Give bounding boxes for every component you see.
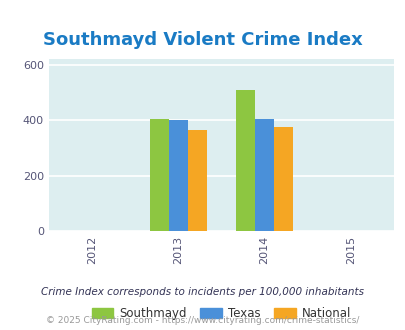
Legend: Southmayd, Texas, National: Southmayd, Texas, National [87,302,355,325]
Text: Southmayd Violent Crime Index: Southmayd Violent Crime Index [43,31,362,49]
Bar [149,119,168,231]
Text: Crime Index corresponds to incidents per 100,000 inhabitants: Crime Index corresponds to incidents per… [41,287,364,297]
Bar [273,127,292,231]
Bar [235,90,254,231]
Bar [254,118,273,231]
Bar [168,120,187,231]
Text: © 2025 CityRating.com - https://www.cityrating.com/crime-statistics/: © 2025 CityRating.com - https://www.city… [46,315,359,325]
Bar [187,130,206,231]
